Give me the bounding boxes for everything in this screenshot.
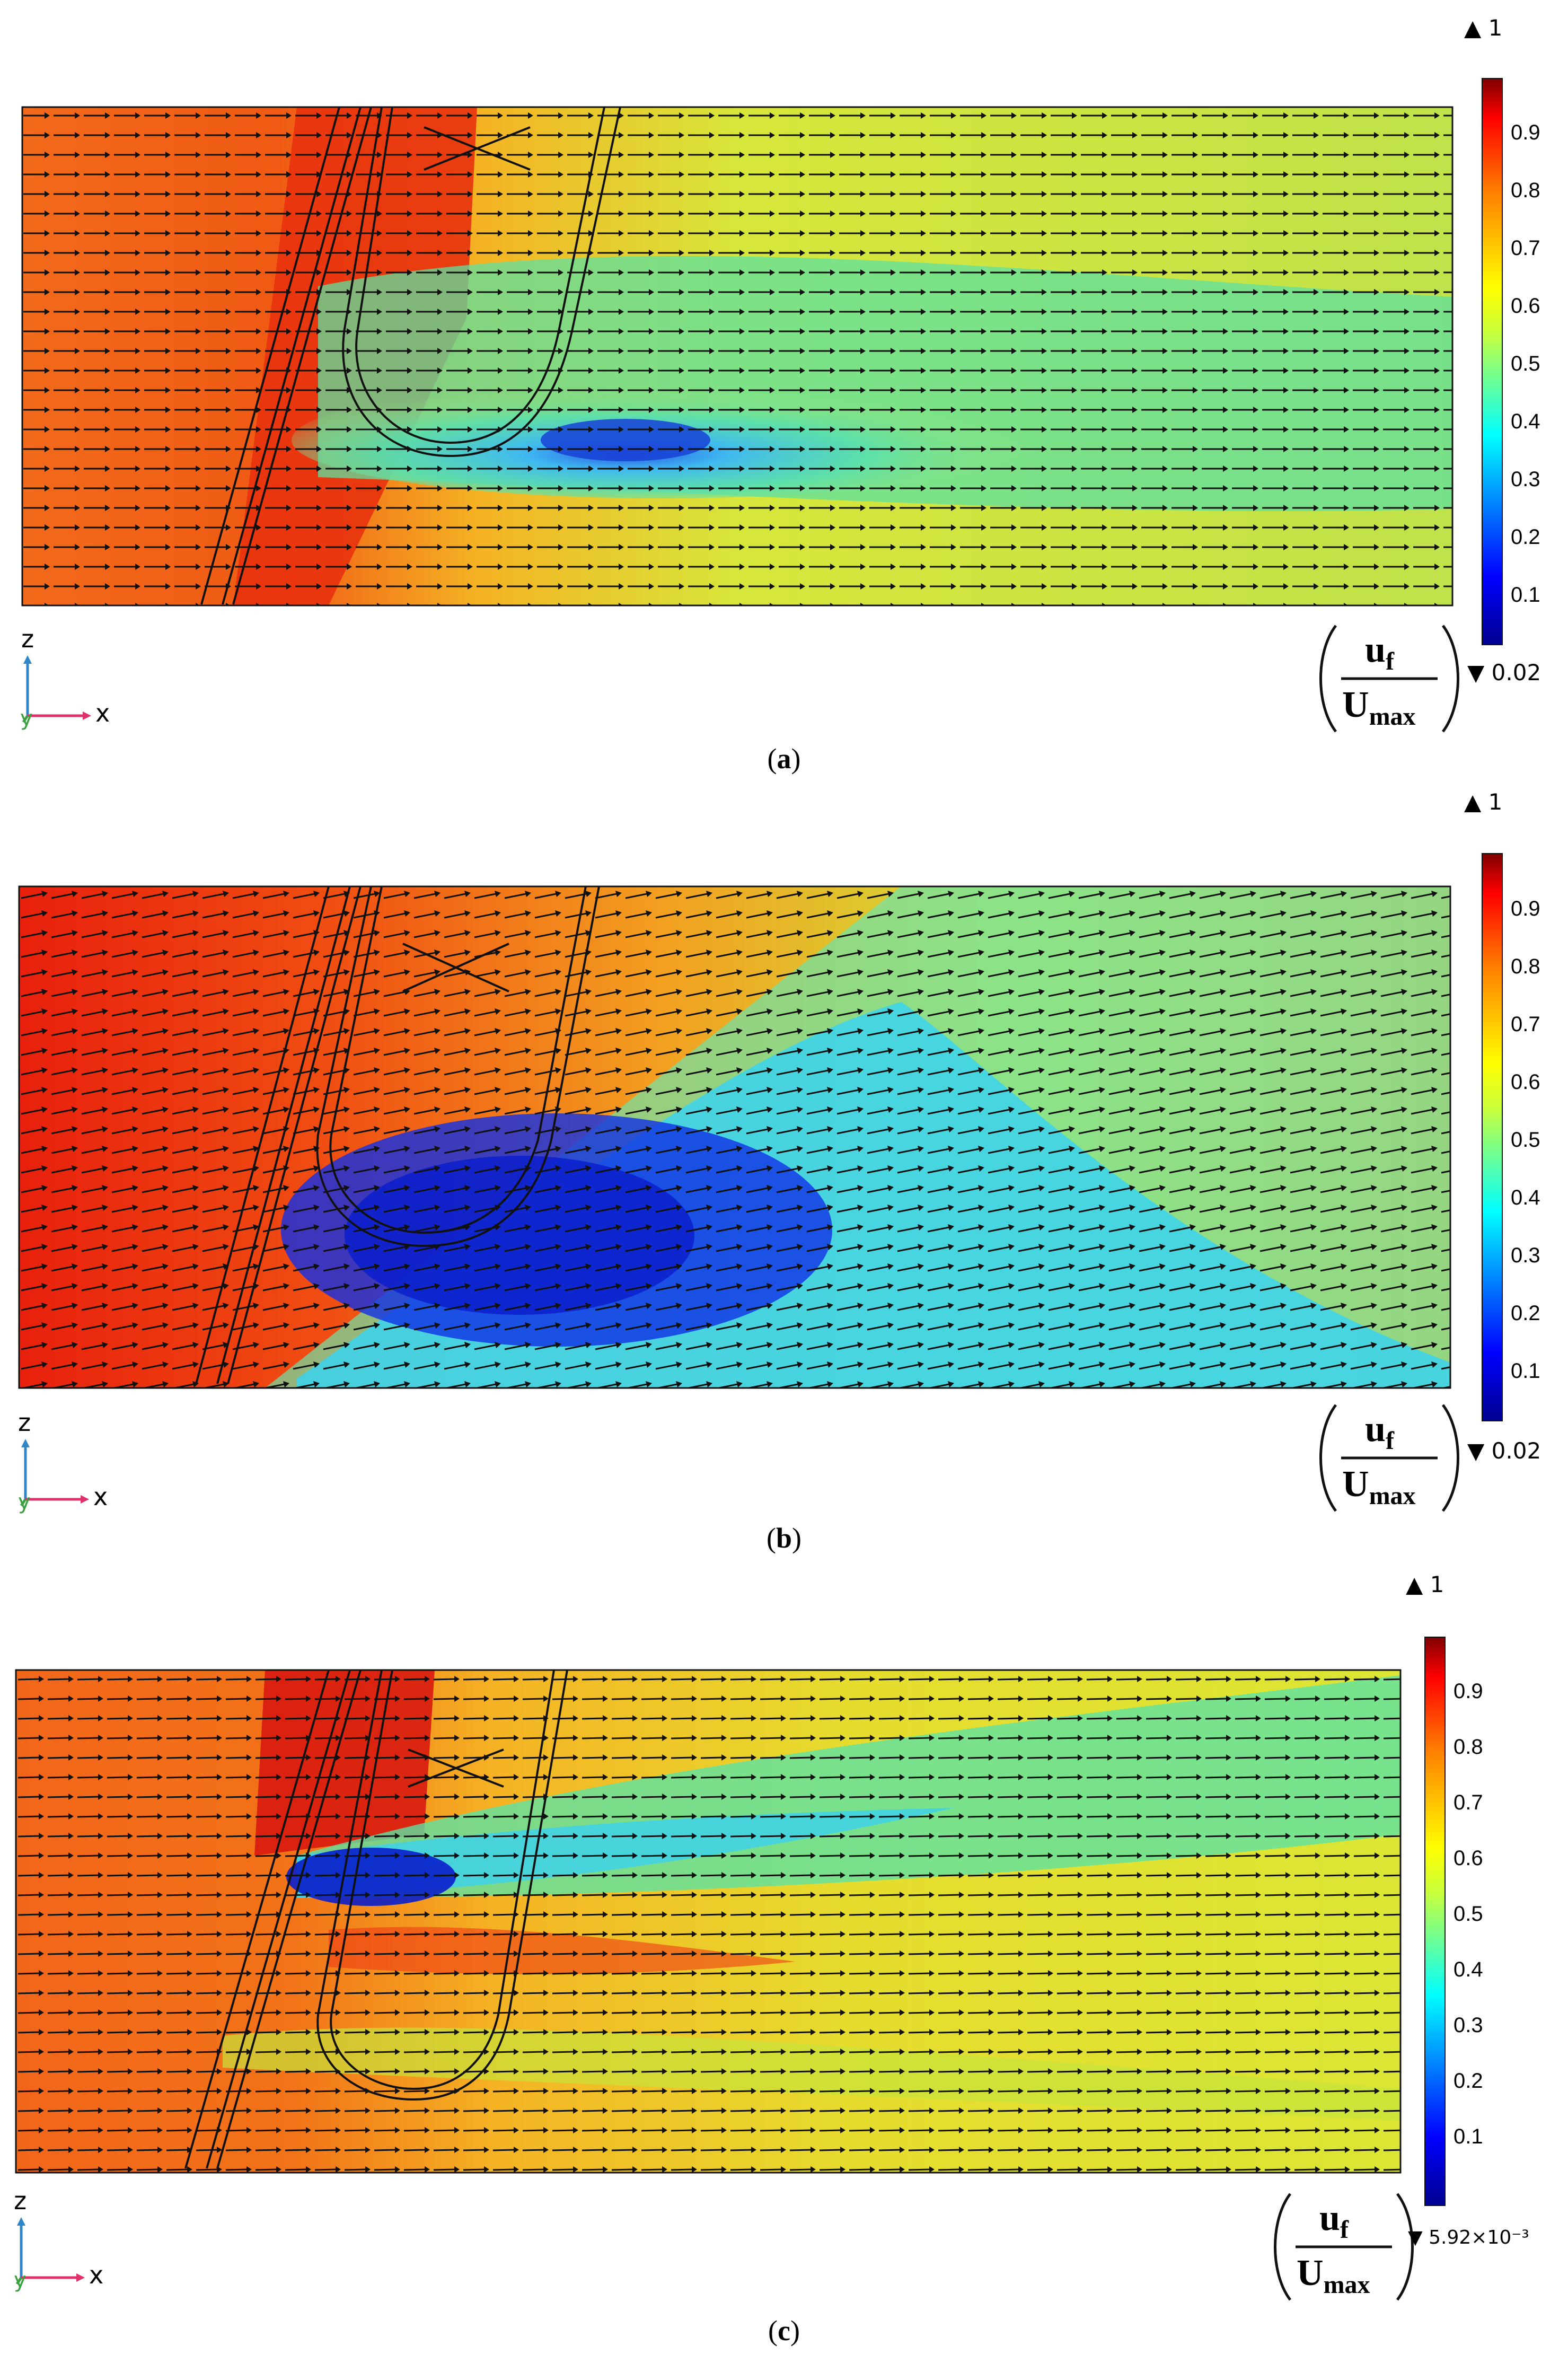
panel-c-axis-x-label: x [89,2261,104,2289]
numerator-main: u [1365,1409,1386,1449]
panel-c-denominator: Umax [1297,2252,1370,2299]
panel-c-colorbar-min: ▼ 5.92×10⁻³ [1408,2227,1529,2248]
colorbar-tick: 0.5 [1511,352,1540,375]
numerator-sub: f [1385,647,1394,675]
panel-c-caption: (c) [768,2315,800,2347]
colorbar-tick: 0.1 [1511,1359,1540,1383]
panel-b-colorbar [1482,853,1503,1421]
panel-c-numerator: uf [1319,2197,1349,2244]
panel-a-tube-outline [200,107,621,605]
caption-letter: a [777,743,791,775]
panel-a: ▲ 1 ▼ 0.02 0.9 0.8 0.7 0.6 0.5 0.4 0.3 0… [0,0,1568,785]
colorbar-tick: 0.9 [1511,121,1540,144]
colorbar-tick: 0.6 [1454,1847,1483,1870]
panel-c-graphic [15,1637,1446,2301]
panel-a-velocity-field [22,107,1452,605]
panel-a-colorbar-max: ▲ 1 [1464,15,1503,41]
denominator-main: U [1297,2253,1324,2294]
panel-a-colorbar [1482,78,1503,645]
colorbar-tick: 0.4 [1511,1186,1540,1209]
colorbar-tick: 0.2 [1511,525,1540,549]
panel-a-axis-x-label: x [95,699,110,727]
panel-a-graphic [21,78,1503,733]
panel-a-colorbar-min: ▼ 0.02 [1467,660,1541,686]
panel-b-denominator: Umax [1342,1463,1416,1510]
panel-c: ▲ 1 ▼ 5.92×10⁻³ 0.9 0.8 0.7 0.6 0.5 0.4 … [0,1559,1568,2354]
denominator-sub: max [1369,1482,1416,1510]
denominator-main: U [1342,684,1369,725]
panel-c-axis-z-label: z [14,2186,27,2215]
numerator-sub: f [1385,1427,1394,1455]
panel-a-plot-frame [21,106,1454,607]
denominator-sub: max [1323,2271,1370,2299]
colorbar-tick: 0.3 [1511,468,1540,491]
panel-b-axis-triad [20,1439,89,1507]
panel-a-axis-z-label: z [21,625,34,653]
panel-b-colorbar-ticks: 0.9 0.8 0.7 0.6 0.5 0.4 0.3 0.2 0.1 [1511,897,1540,1417]
colorbar-tick: 0.6 [1511,1070,1540,1094]
colorbar-tick: 0.1 [1511,583,1540,607]
panel-b-caption: (b) [766,1522,801,1554]
panel-a-colorbar-ticks: 0.9 0.8 0.7 0.6 0.5 0.4 0.3 0.2 0.1 [1511,121,1540,641]
panel-a-quantity-label [1319,625,1459,733]
colorbar-tick: 0.8 [1511,955,1540,978]
panel-a-caption: (a) [767,743,801,775]
colorbar-tick: 0.8 [1454,1735,1483,1759]
colorbar-tick: 0.7 [1511,236,1540,260]
denominator-main: U [1342,1464,1369,1505]
panel-c-tube-outline [184,1669,568,2169]
panel-b-axis-z-label: z [18,1408,31,1437]
panel-b-velocity-field [19,886,1450,1388]
panel-c-plot-frame [15,1669,1402,2174]
panel-b: ▲ 1 ▼ 0.02 0.9 0.8 0.7 0.6 0.5 0.4 0.3 0… [0,779,1568,1564]
colorbar-tick: 0.9 [1511,897,1540,920]
colorbar-tick: 0.3 [1454,2014,1483,2037]
panel-b-axis-x-label: x [93,1482,108,1511]
colorbar-tick: 0.8 [1511,179,1540,202]
colorbar-tick: 0.1 [1454,2125,1483,2148]
panel-c-colorbar-ticks: 0.9 0.8 0.7 0.6 0.5 0.4 0.3 0.2 0.1 [1454,1680,1483,2181]
panel-a-axis-y-label: y [20,706,33,731]
panel-a-numerator: uf [1365,629,1394,676]
panel-b-plot-frame [18,885,1451,1389]
panel-b-axis-y-label: y [18,1490,31,1514]
numerator-sub: f [1340,2216,1349,2244]
colorbar-tick: 0.9 [1454,1680,1483,1703]
colorbar-tick: 0.6 [1511,294,1540,318]
numerator-main: u [1365,629,1386,670]
denominator-sub: max [1369,702,1416,731]
colorbar-tick: 0.5 [1511,1128,1540,1152]
caption-letter: b [776,1522,792,1554]
caption-letter: c [778,2315,790,2347]
colorbar-tick: 0.5 [1454,1902,1483,1926]
panel-c-velocity-field [16,1670,1400,2173]
panel-b-numerator: uf [1365,1408,1394,1455]
colorbar-tick: 0.3 [1511,1244,1540,1267]
panel-b-tube-outline [195,886,600,1384]
panel-b-colorbar-max: ▲ 1 [1464,789,1503,815]
numerator-main: u [1319,2198,1340,2238]
panel-b-colorbar-min: ▼ 0.02 [1467,1438,1541,1464]
panel-a-axis-triad [22,655,91,723]
colorbar-tick: 0.4 [1511,410,1540,433]
panel-c-quantity-label [1274,2193,1414,2301]
colorbar-tick: 0.2 [1511,1302,1540,1325]
panel-b-quantity-label [1319,1404,1459,1512]
panel-b-graphic [18,853,1503,1512]
panel-c-colorbar-max: ▲ 1 [1406,1571,1444,1597]
panel-c-colorbar [1424,1637,1446,2206]
panel-c-axis-triad [15,2217,85,2285]
colorbar-tick: 0.4 [1454,1958,1483,1981]
panel-c-axis-y-label: y [14,2268,27,2292]
colorbar-tick: 0.7 [1511,1013,1540,1036]
panel-a-denominator: Umax [1342,684,1416,731]
colorbar-tick: 0.7 [1454,1791,1483,1814]
colorbar-tick: 0.2 [1454,2069,1483,2093]
